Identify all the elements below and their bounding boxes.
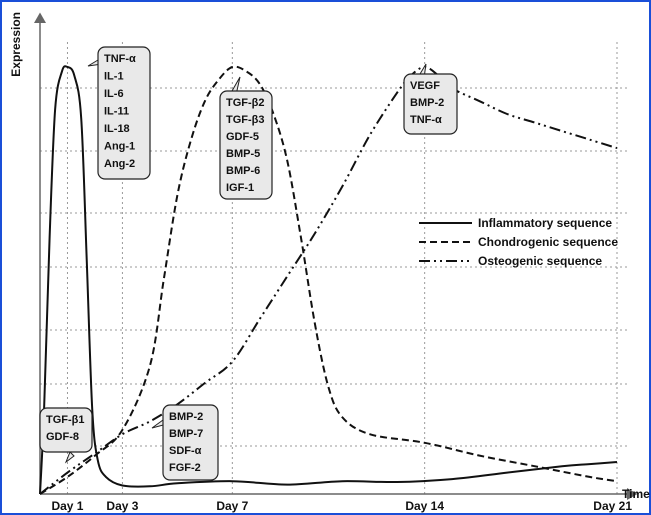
annotation-text: BMP-6 <box>226 165 260 177</box>
annotation-box: TGF-β1 GDF-8 <box>39 407 93 464</box>
annotation-box: BMP-2 BMP-7 SDF-α FGF-2 <box>151 404 219 481</box>
annotation-text: TGF-β3 <box>226 114 265 126</box>
y-axis-label: Expression <box>9 12 23 77</box>
annotation-text: IL-1 <box>104 71 124 83</box>
series-line-solid <box>39 65 618 495</box>
annotation-text: IGF-1 <box>226 182 254 194</box>
legend-label: Inflammatory sequence <box>478 216 612 230</box>
annotation-text: Ang-2 <box>104 158 135 170</box>
legend: Inflammatory sequence Chondrogenic sequen… <box>419 216 618 268</box>
annotation-text: TGF-β2 <box>226 97 265 109</box>
annotation-box: TNF-α IL-1 IL-6 IL-11 IL-18 Ang-1 Ang-2 <box>87 46 151 180</box>
annotation-text: IL-18 <box>104 123 130 135</box>
annotation-box: VEGF BMP-2 TNF-α <box>403 63 458 135</box>
annotation-text: TGF-β1 <box>46 414 85 426</box>
series-layer <box>39 65 618 495</box>
labels: Expression Time Day 1 Day 3 Day 7 Day 14 Day 2… <box>9 12 650 513</box>
x-tick-label: Day 3 <box>106 499 138 513</box>
series-line-dashdotdot <box>39 65 618 495</box>
annotation-text: GDF-5 <box>226 131 259 143</box>
grid <box>40 40 628 494</box>
x-tick-label: Day 7 <box>216 499 248 513</box>
annotation-box: TGF-β2 TGF-β3 GDF-5 BMP-5 BMP-6 IGF-1 <box>219 76 273 200</box>
annotation-text: BMP-7 <box>169 428 203 440</box>
annotation-text: BMP-2 <box>169 411 203 423</box>
annotation-text: SDF-α <box>169 445 202 457</box>
x-tick-label: Day 21 <box>593 499 632 513</box>
annotation-boxes: TNF-αIL-1IL-6IL-11IL-18Ang-1Ang-2TGF-β2T… <box>39 46 458 481</box>
legend-label: Osteogenic sequence <box>478 254 602 268</box>
annotation-text: IL-6 <box>104 88 124 100</box>
annotation-text: FGF-2 <box>169 462 201 474</box>
annotation-text: IL-11 <box>104 106 129 118</box>
annotation-text: GDF-8 <box>46 431 79 443</box>
annotation-text: VEGF <box>410 80 440 92</box>
x-tick-label: Day 14 <box>405 499 444 513</box>
annotation-text: BMP-5 <box>226 148 260 160</box>
legend-label: Chondrogenic sequence <box>478 235 618 249</box>
annotation-text: TNF-α <box>410 114 442 126</box>
annotation-text: TNF-α <box>104 53 136 65</box>
x-axis-label: Time <box>622 487 650 501</box>
annotation-text: BMP-2 <box>410 97 444 109</box>
x-tick-label: Day 1 <box>51 499 83 513</box>
annotation-text: Ang-1 <box>104 141 135 153</box>
